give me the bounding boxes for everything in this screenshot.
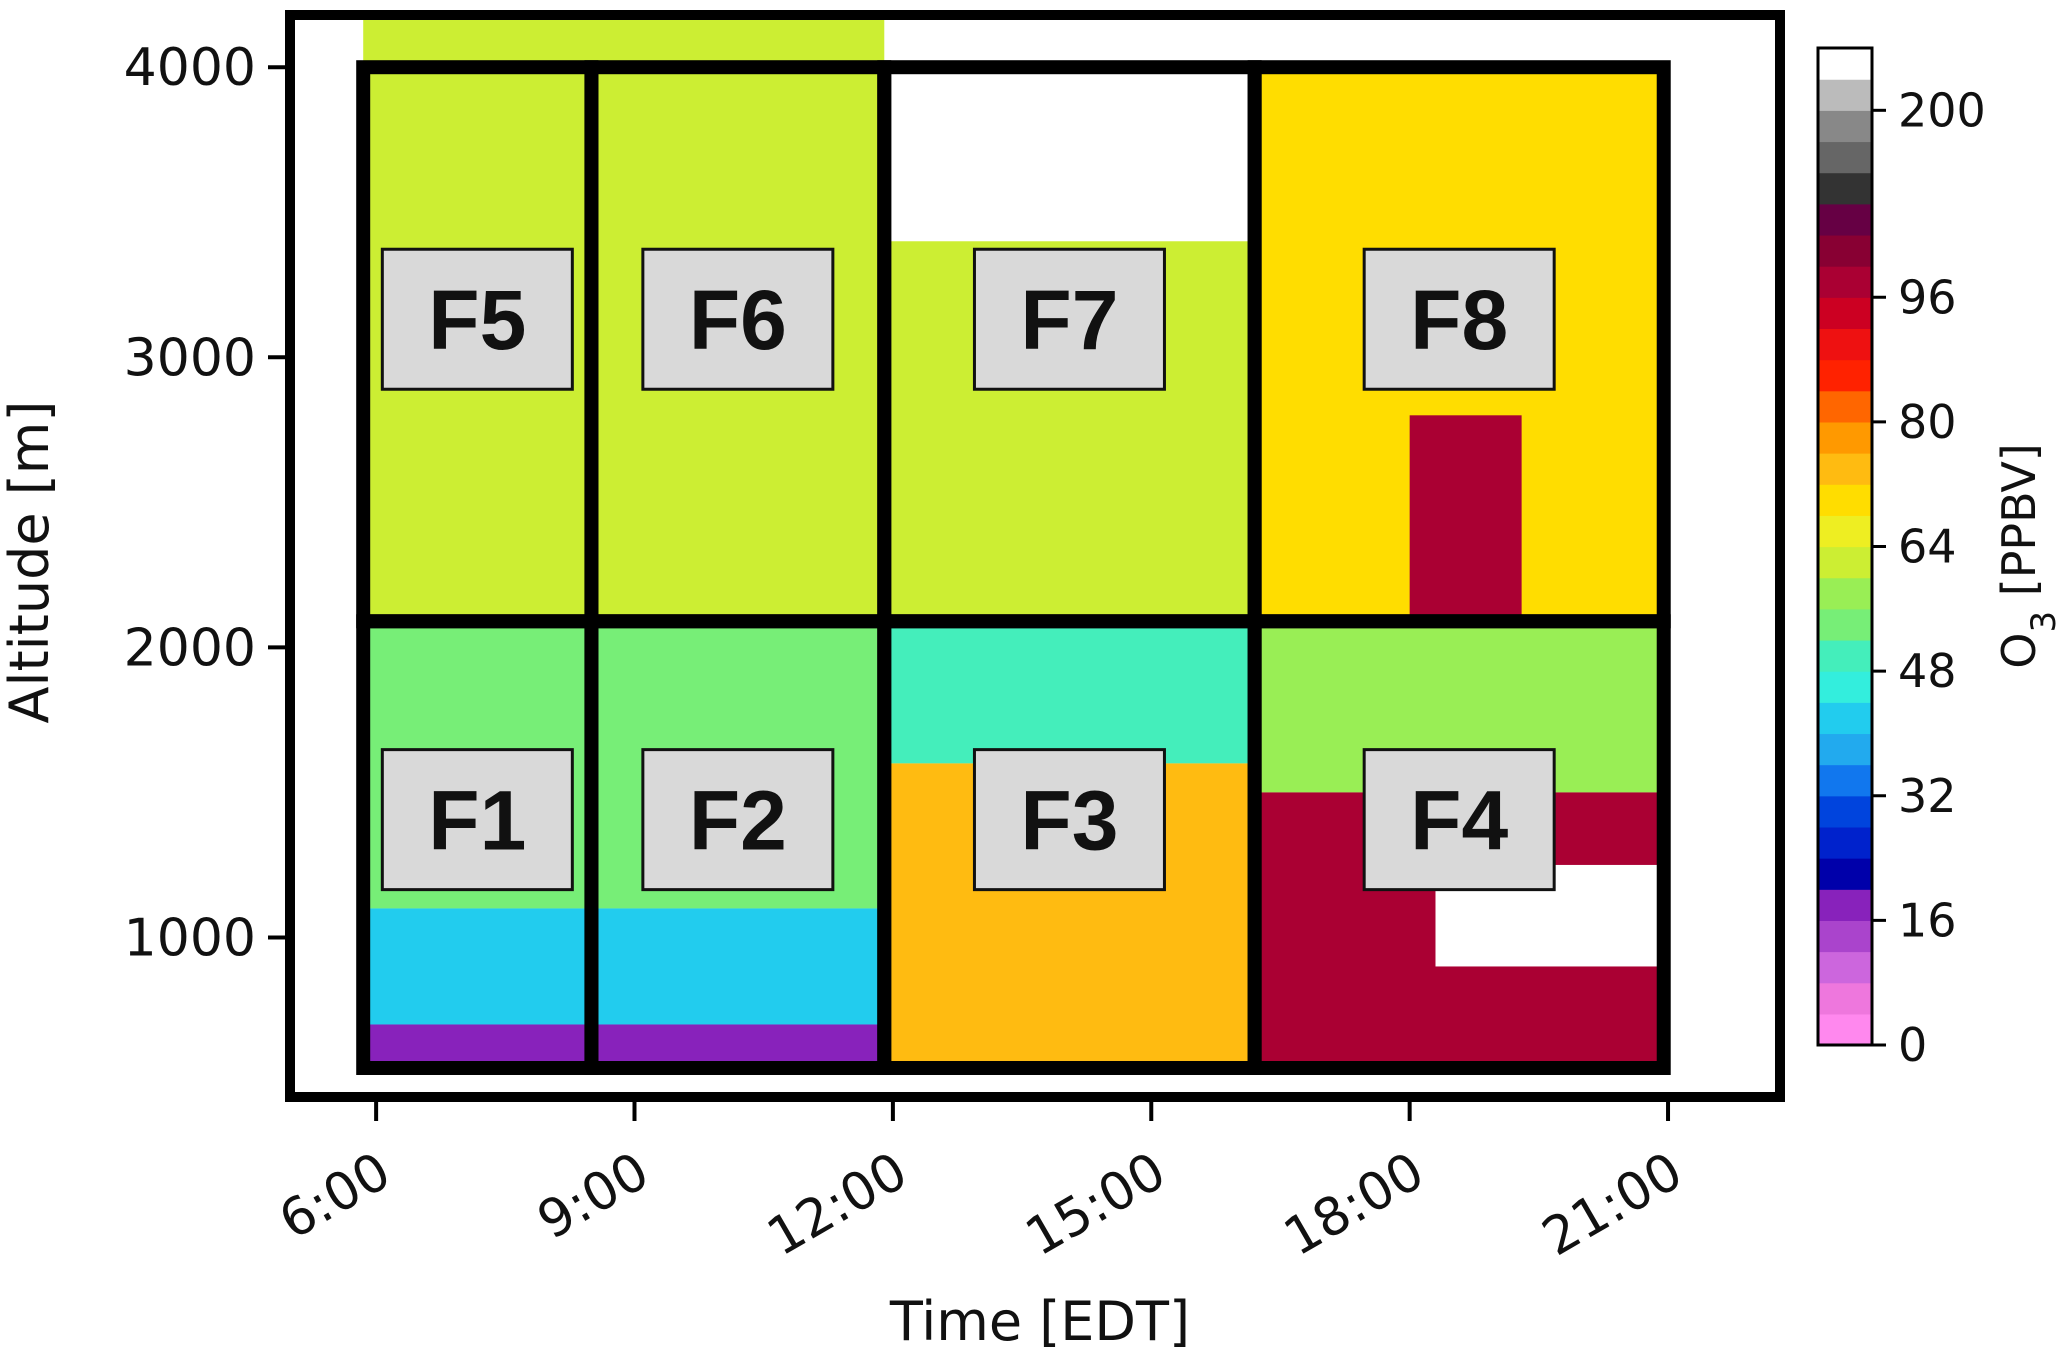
colorbar-swatch xyxy=(1818,889,1872,921)
colorbar-swatch xyxy=(1818,234,1872,267)
colorbar-tick-label: 80 xyxy=(1898,395,1957,449)
y-axis: 1000 2000 3000 4000 xyxy=(124,38,285,968)
x-tick-label: 9:00 xyxy=(528,1141,659,1251)
x-tick-label: 21:00 xyxy=(1533,1141,1693,1268)
x-axis: 6:00 9:00 12:00 15:00 18:00 21:00 xyxy=(269,1102,1693,1268)
panel-label-box xyxy=(641,748,835,892)
panel-label: F5 xyxy=(428,273,526,367)
colorbar-title: O3 [PPBV] xyxy=(1992,443,2064,668)
colorbar-swatch xyxy=(1818,390,1872,423)
colorbar-swatch xyxy=(1818,577,1872,610)
colorbar-swatch xyxy=(1818,546,1872,579)
colorbar-tick-label: 48 xyxy=(1898,644,1957,698)
colorbar-swatch xyxy=(1818,608,1872,641)
colorbar-swatch xyxy=(1818,297,1872,330)
panel-label: F4 xyxy=(1410,774,1508,868)
colorbar-swatch xyxy=(1818,639,1872,672)
colorbar-tick-label: 96 xyxy=(1898,270,1957,324)
colorbar-title-unit: [PPBV] xyxy=(1992,443,2046,611)
colorbar-swatch xyxy=(1818,826,1872,859)
panel-f8: F8 xyxy=(1247,60,1671,629)
field-region-4 xyxy=(363,1024,885,1068)
panel-f5: F5 xyxy=(356,60,599,629)
colorbar-title-subscript: 3 xyxy=(2024,611,2064,633)
x-tick-label: 15:00 xyxy=(1016,1141,1176,1268)
colorbar-swatch xyxy=(1818,764,1872,797)
panel-label-box xyxy=(380,748,574,892)
colorbar-swatch xyxy=(1818,1013,1872,1046)
colorbar-title-main: O xyxy=(1992,633,2046,669)
panel-label-box xyxy=(972,748,1166,892)
y-axis-title: Altitude [m] xyxy=(0,401,61,724)
colorbar-swatch xyxy=(1818,920,1872,953)
panel-label-box xyxy=(972,247,1166,391)
colorbar-swatch xyxy=(1818,982,1872,1015)
colorbar-swatch xyxy=(1818,203,1872,236)
panel-grid: F1 F2 F3 F4 F5 F6 F7 F8 xyxy=(356,60,1671,1075)
colorbar-swatch xyxy=(1818,359,1872,392)
panel-label: F6 xyxy=(689,273,787,367)
colorbar-tick-label: 200 xyxy=(1898,83,1986,137)
colorbar-swatch xyxy=(1818,951,1872,984)
colorbar-swatch xyxy=(1818,484,1872,516)
colorbar-swatch xyxy=(1818,328,1872,361)
colorbar-tick-label: 16 xyxy=(1898,893,1957,947)
colorbar-tick-label: 32 xyxy=(1898,769,1957,823)
field-region-9 xyxy=(1409,415,1522,622)
colorbar-swatch xyxy=(1818,79,1872,111)
panel-label: F7 xyxy=(1020,273,1118,367)
panel-label-box xyxy=(1362,247,1556,391)
panel-f7: F7 xyxy=(877,60,1262,629)
colorbar-swatch xyxy=(1818,733,1872,766)
panel-border xyxy=(1247,60,1671,629)
colorbar-swatch xyxy=(1818,453,1872,485)
colorbar-swatch xyxy=(1818,421,1872,454)
colorbar-swatch xyxy=(1818,266,1872,298)
panel-label: F3 xyxy=(1020,774,1118,868)
colorbar-swatch xyxy=(1818,858,1872,890)
panel-label: F2 xyxy=(689,774,787,868)
panel-label-box xyxy=(380,247,574,391)
x-axis-title: Time [EDT] xyxy=(889,1290,1190,1353)
colorbar-swatch xyxy=(1818,795,1872,828)
y-tick-label: 3000 xyxy=(124,328,256,388)
x-tick-label: 18:00 xyxy=(1274,1141,1434,1268)
panel-label-box xyxy=(641,247,835,391)
colorbar-tick-label: 64 xyxy=(1898,520,1957,574)
colorbar-swatch xyxy=(1818,48,1872,80)
colorbar-swatch xyxy=(1818,671,1872,703)
colorbar-swatch xyxy=(1818,141,1872,174)
colorbar-swatch xyxy=(1818,172,1872,205)
plot-frame xyxy=(285,10,1785,1102)
x-tick-label: 12:00 xyxy=(758,1141,918,1268)
colorbar-swatch xyxy=(1818,515,1872,548)
colorbar-swatch xyxy=(1818,702,1872,735)
y-tick-label: 4000 xyxy=(124,38,256,98)
x-tick-label: 6:00 xyxy=(269,1141,400,1251)
field-region-6 xyxy=(884,621,1255,764)
panel-label: F8 xyxy=(1410,273,1508,367)
colorbar: 0 16 32 48 64 80 96 200 xyxy=(1816,46,1986,1072)
y-tick-label: 2000 xyxy=(124,618,256,678)
y-tick-label: 1000 xyxy=(124,908,256,968)
panel-label: F1 xyxy=(428,774,526,868)
colorbar-tick-label: 0 xyxy=(1898,1018,1927,1072)
field-region-3 xyxy=(363,908,885,1025)
colorbar-swatch xyxy=(1818,110,1872,143)
panel-label-box xyxy=(1362,748,1556,892)
panel-f4: F4 xyxy=(1247,614,1671,1075)
